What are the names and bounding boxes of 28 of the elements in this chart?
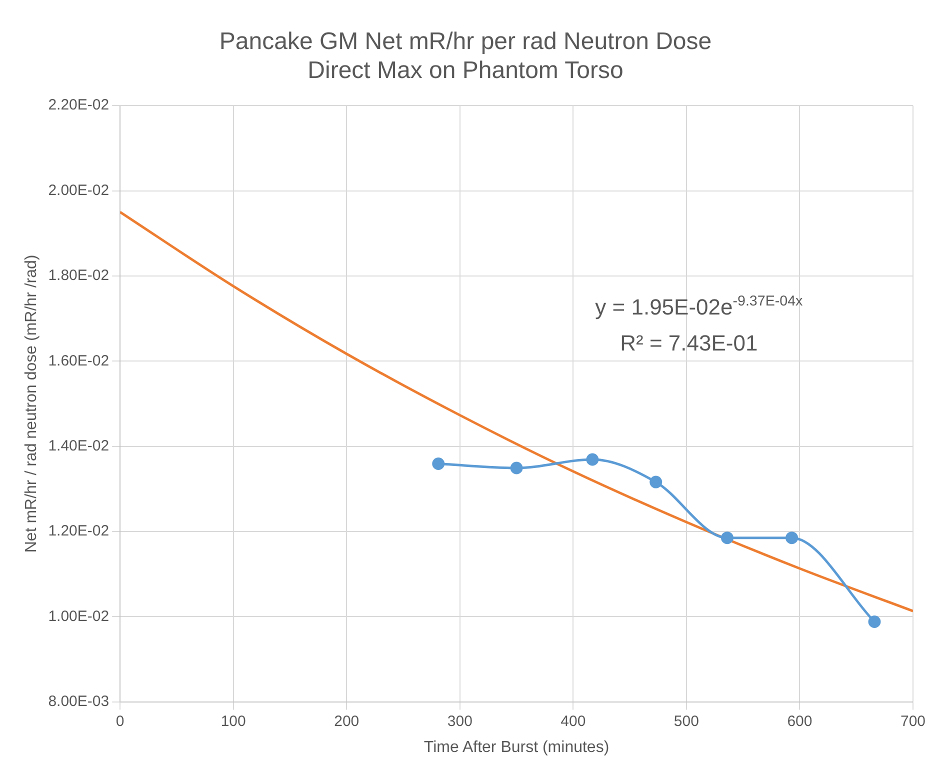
point: [720, 532, 734, 544]
y-axis-title: Net mR/hr / rad neutron dose (mR/hr /rad): [23, 254, 40, 553]
y-tick-label: 1.00E-02: [48, 608, 110, 625]
x-tick-label: 400: [560, 712, 586, 730]
x-axis-title: Time After Burst (minutes): [424, 738, 610, 756]
annotation: R² = 7.43E-01: [620, 330, 758, 356]
y-tick-label: 1.40E-02: [48, 437, 110, 454]
x-tick-label: 100: [220, 712, 246, 730]
x-tick-label: 300: [447, 712, 472, 730]
y-tick-label: 2.00E-02: [48, 182, 110, 199]
point: [586, 453, 599, 466]
x-tick-label: 700: [900, 712, 926, 730]
y-tick-label: 2.20E-02: [48, 96, 110, 114]
text: Pancake GM Net mR/hr per rad Neutron Dose: [219, 28, 712, 56]
y-tick-label: 8.00E-03: [48, 692, 110, 710]
y-tick-label: 1.20E-02: [48, 522, 110, 540]
y-tick-label: 1.60E-02: [48, 352, 110, 370]
point: [650, 476, 662, 488]
x-tick-label: 0: [116, 712, 124, 730]
text: Direct Max on Phantom Torso: [308, 56, 624, 84]
x-tick-label: 500: [674, 712, 699, 730]
y-tick-label: 1.80E-02: [48, 267, 110, 284]
x-tick-label: 200: [334, 712, 360, 730]
point: [432, 457, 445, 470]
point: [510, 462, 523, 474]
x-tick-label: 600: [787, 712, 812, 730]
point: [786, 532, 798, 544]
point: [868, 615, 881, 628]
